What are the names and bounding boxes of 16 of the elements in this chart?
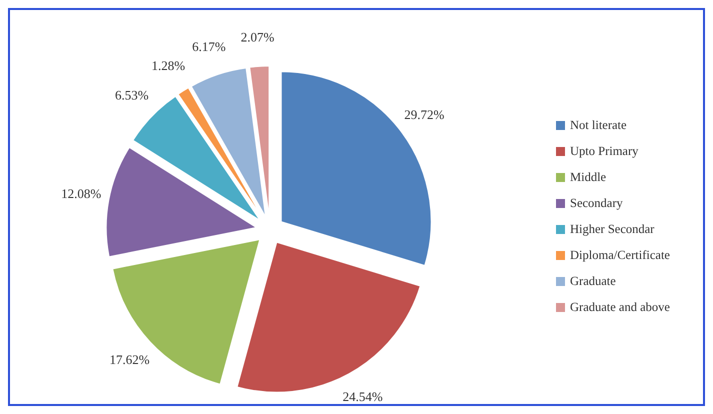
legend-label: Upto Primary	[570, 144, 640, 158]
legend-label: Middle	[570, 170, 607, 184]
legend-label: Graduate	[570, 274, 616, 288]
data-label: 6.17%	[192, 38, 226, 54]
data-label: 2.07%	[240, 29, 274, 44]
data-label: 1.28%	[152, 58, 186, 74]
legend-label: Higher Secondar	[570, 222, 656, 236]
legend-label: Diploma/Certificate	[570, 248, 670, 262]
legend-label: Not literate	[570, 118, 628, 132]
legend-label: Secondary	[570, 196, 624, 210]
legend-label: Graduate and above	[570, 300, 670, 314]
data-label: 29.72%	[404, 106, 445, 122]
data-label: 24.54%	[342, 389, 383, 404]
data-label: 12.08%	[61, 186, 102, 202]
data-label: 6.53%	[115, 88, 149, 103]
data-label: 17.62%	[109, 352, 150, 367]
